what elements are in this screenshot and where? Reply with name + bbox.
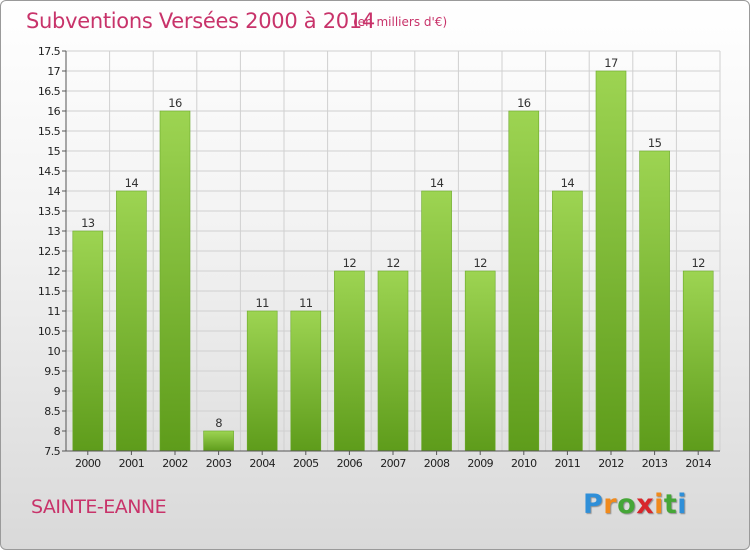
x-tick-label: 2010	[511, 457, 537, 470]
y-tick-label: 11	[47, 305, 60, 318]
x-tick-label: 2002	[162, 457, 188, 470]
y-tick-label: 12.5	[38, 245, 61, 258]
value-label: 14	[125, 176, 139, 190]
bar-2009	[464, 270, 496, 452]
axes	[62, 50, 720, 455]
y-tick-label: 8	[54, 425, 61, 438]
value-label: 12	[343, 256, 357, 270]
y-tick-label: 13.5	[38, 205, 61, 218]
bar-2001	[116, 190, 147, 452]
y-tick-label: 16.5	[38, 85, 61, 98]
value-label: 15	[648, 136, 662, 150]
y-tick-label: 15.5	[38, 125, 61, 138]
y-tick-label: 9	[54, 385, 61, 398]
y-tick-label: 11.5	[38, 285, 61, 298]
chart-subtitle: (en milliers d'€)	[353, 15, 448, 29]
bars	[72, 70, 714, 452]
bar-2000	[72, 230, 104, 452]
x-tick-label: 2013	[642, 457, 668, 470]
y-tick-label: 16	[47, 105, 60, 118]
value-label: 13	[81, 216, 95, 230]
x-tick-label: 2005	[293, 457, 319, 470]
y-tick-label: 10	[47, 345, 60, 358]
bar-2014	[682, 270, 714, 452]
x-tick-label: 2003	[206, 457, 232, 470]
x-tick-label: 2004	[249, 457, 275, 470]
x-tick-label: 2009	[467, 457, 493, 470]
value-label: 8	[215, 416, 222, 430]
x-tick-label: 2012	[598, 457, 624, 470]
value-label: 16	[517, 96, 531, 110]
y-tick-label: 9.5	[44, 365, 60, 378]
value-label: 14	[561, 176, 575, 190]
logo-letter: r	[603, 489, 618, 520]
value-label: 12	[386, 256, 400, 270]
y-tick-label: 12	[47, 265, 60, 278]
proxiti-logo[interactable]: Proxiti	[583, 489, 687, 520]
y-tick-label: 13	[47, 225, 60, 238]
value-label: 12	[473, 256, 487, 270]
x-tick-label: 2006	[337, 457, 363, 470]
value-label: 14	[430, 176, 444, 190]
value-label: 16	[168, 96, 182, 110]
tick-labels: 7.5 8 8.5 9 9.5 10 10.5 11 11.5 12 12.5 13 13.5 14 14.…	[38, 45, 712, 470]
chart-title: Subventions Versées 2000 à 2014	[26, 9, 375, 33]
logo-letter: i	[677, 489, 688, 520]
bar-2013	[639, 150, 670, 452]
bar-2002	[159, 110, 191, 452]
bar-2004	[246, 310, 278, 452]
y-tick-label: 17.5	[38, 45, 61, 58]
x-tick-label: 2014	[685, 457, 711, 470]
value-label: 12	[691, 256, 705, 270]
bar-2006	[334, 270, 365, 452]
bar-2011	[552, 190, 583, 452]
bar-2012	[595, 70, 627, 452]
x-tick-label: 2007	[380, 457, 406, 470]
logo-letter: x	[636, 489, 655, 520]
logo-letter: i	[654, 489, 664, 520]
y-tick-label: 8.5	[44, 405, 60, 418]
x-tick-label: 2000	[75, 457, 101, 470]
value-label: 11	[299, 296, 313, 310]
x-tick-label: 2001	[119, 457, 145, 470]
y-tick-label: 10.5	[38, 325, 61, 338]
logo-letter: t	[663, 489, 678, 520]
y-tick-label: 17	[47, 65, 60, 78]
city-name: SAINTE-EANNE	[31, 496, 167, 518]
bar-2008	[421, 190, 452, 452]
logo-letter: o	[617, 489, 637, 520]
y-tick-label: 14	[47, 185, 60, 198]
bar-2010	[508, 110, 540, 452]
x-tick-label: 2008	[424, 457, 450, 470]
bar-2007	[377, 270, 409, 452]
y-tick-label: 15	[47, 145, 60, 158]
value-label: 11	[255, 296, 269, 310]
y-tick-label: 7.5	[44, 445, 60, 458]
bar-2003	[203, 430, 234, 452]
y-tick-label: 14.5	[38, 165, 61, 178]
logo-letter: P	[583, 489, 604, 520]
bar-2005	[290, 310, 322, 452]
x-tick-label: 2011	[555, 457, 581, 470]
value-label: 17	[604, 56, 618, 70]
